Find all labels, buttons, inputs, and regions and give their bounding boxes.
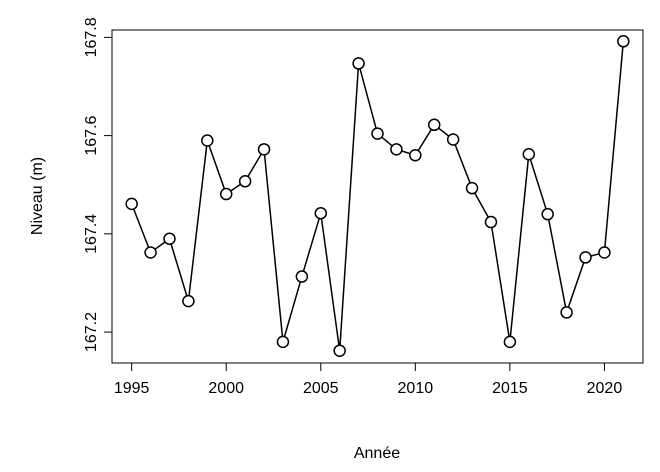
point [352,57,365,70]
point [522,148,536,161]
point [163,232,176,245]
x-tick-label: 2020 [587,380,623,397]
point [144,246,157,259]
x-tick-label: 2010 [398,380,434,397]
point [560,306,573,319]
point [465,181,479,195]
point [598,246,611,259]
x-tick-label: 1995 [114,380,150,397]
y-tick-label: 167.6 [83,115,100,155]
point [276,335,290,349]
point [201,134,214,147]
x-axis-label: Année [354,445,400,462]
x-tick-label: 2000 [208,380,244,397]
point [390,143,403,156]
point [484,215,498,229]
x-tick-label: 2005 [303,380,339,397]
point [371,127,384,140]
plot-box [111,29,644,364]
point [503,335,517,349]
point [182,294,195,308]
point [219,187,233,201]
point [409,148,422,162]
y-axis-label: Niveau (m) [29,157,46,235]
series-line [130,41,625,351]
point [314,206,328,220]
y-tick-label: 167.4 [83,214,100,254]
point [427,118,441,132]
point [257,143,271,156]
x-tick-label: 2015 [492,380,528,397]
point [579,251,592,264]
point [333,344,346,357]
point [238,175,252,188]
y-tick-label: 167.2 [83,312,100,352]
point [295,270,309,283]
point [617,35,630,48]
y-tick-label: 167.8 [83,17,100,57]
point [125,197,138,211]
point [541,207,554,221]
point [446,133,460,146]
